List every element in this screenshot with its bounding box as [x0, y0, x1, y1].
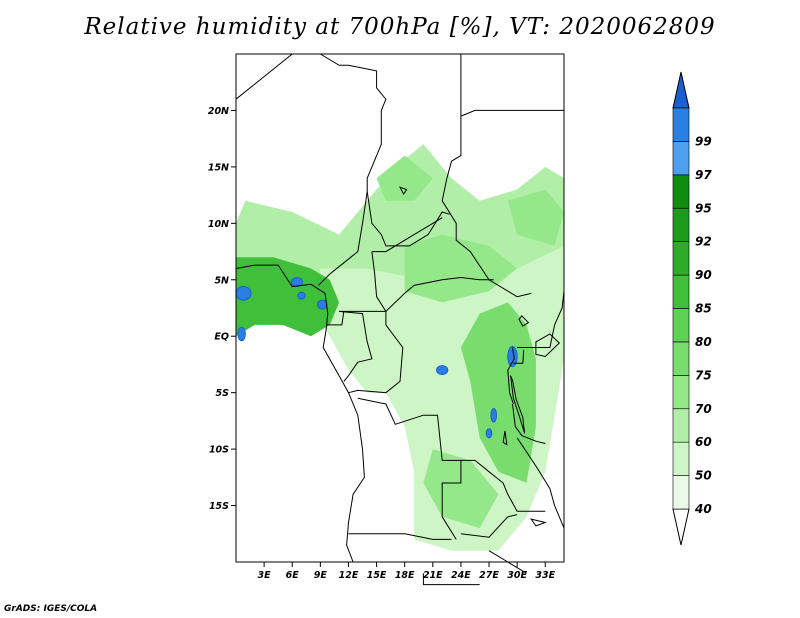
- colorbar-max-triangle: [672, 71, 690, 109]
- country-border: [507, 347, 515, 405]
- colorbar-segment: [672, 174, 690, 209]
- lat-tick-label: 5S: [216, 388, 230, 399]
- country-border: [513, 349, 525, 364]
- colorbar-label: 99: [695, 134, 712, 148]
- country-border: [516, 437, 565, 529]
- colorbar-label: 85: [695, 302, 712, 316]
- lon-axis: 3E 6E 9E 12E 15E 18E 21E 24E 27E 30E 33E: [258, 562, 556, 581]
- country-border: [371, 217, 443, 253]
- country-border: [348, 311, 404, 394]
- lat-tick-label: 10N: [208, 219, 229, 230]
- colorbar-label: 40: [694, 502, 712, 516]
- country-border: [366, 191, 450, 247]
- colorbar-segment: [672, 274, 690, 309]
- colorbar-label: 80: [695, 335, 712, 349]
- humidity-regions: [236, 144, 564, 551]
- colorbar-label: 90: [695, 268, 712, 282]
- wet-spot: [485, 428, 493, 439]
- lat-tick-label: 20N: [208, 106, 229, 117]
- lon-tick-label: 21E: [423, 570, 443, 581]
- lon-tick-label: 27E: [479, 570, 499, 581]
- country-border: [460, 459, 546, 512]
- wet-spot: [235, 286, 252, 301]
- country-border: [422, 573, 480, 586]
- map-frame: [235, 53, 565, 563]
- lon-tick-label: 18E: [395, 570, 415, 581]
- wet-spot: [490, 407, 498, 423]
- colorbar-segment: [672, 408, 690, 443]
- colorbar-segment: [672, 441, 690, 476]
- lon-tick-label: 9E: [314, 570, 328, 581]
- country-border: [235, 53, 293, 100]
- lake-outline: [518, 315, 530, 327]
- colorbar-label: 92: [695, 235, 712, 249]
- wet-spots: [235, 277, 518, 439]
- lon-tick-label: 15E: [367, 570, 387, 581]
- lat-tick-label: EQ: [214, 332, 229, 343]
- lon-tick-label: 3E: [258, 570, 272, 581]
- wet-spot: [507, 345, 518, 368]
- credit-label: GrADS: IGES/COLA: [4, 604, 98, 614]
- lat-tick-label: 15S: [209, 501, 229, 512]
- country-border: [512, 403, 546, 444]
- lake-outline: [502, 430, 508, 446]
- country-border: [348, 533, 452, 540]
- lon-tick-label: 6E: [286, 570, 300, 581]
- lake-outline: [530, 518, 548, 527]
- lake-outline: [535, 333, 561, 358]
- colorbar-min-triangle: [672, 508, 690, 546]
- country-border: [357, 397, 462, 540]
- colorbar-label: 95: [695, 201, 712, 215]
- wet-spot: [290, 277, 304, 288]
- lat-tick-label: 10S: [209, 445, 229, 456]
- lake-outline: [510, 375, 526, 434]
- chart-title: Relative humidity at 700hPa [%], VT: 202…: [84, 14, 716, 40]
- wet-spot: [436, 365, 449, 376]
- boundaries: [235, 53, 565, 586]
- humidity-region-chad-south: [376, 155, 433, 201]
- colorbar-segment: [672, 207, 690, 242]
- lat-tick-label: 5N: [214, 275, 229, 286]
- lon-tick-label: 30E: [507, 570, 527, 581]
- colorbar-segment: [672, 107, 690, 142]
- country-border: [339, 310, 373, 382]
- colorbar-label: 60: [695, 435, 712, 449]
- colorbar-segment: [672, 341, 690, 376]
- country-border: [460, 514, 518, 538]
- lake-outline: [398, 186, 408, 195]
- colorbar-label: 70: [695, 402, 712, 416]
- coastline: [235, 264, 365, 563]
- colorbar-segment: [672, 141, 690, 176]
- wet-spot: [317, 299, 328, 310]
- country-border: [326, 311, 345, 326]
- lon-tick-label: 24E: [451, 570, 471, 581]
- colorbar-segment: [672, 475, 690, 510]
- colorbar-legend: 40 50 60 70 75 80 85 90 92 95 97 99: [672, 71, 712, 546]
- colorbar-label: 75: [695, 368, 712, 382]
- country-border: [517, 291, 565, 348]
- lat-axis: 20N 15N 10N 5N EQ 5S 10S 15S: [208, 106, 236, 512]
- country-border: [318, 53, 387, 286]
- colorbar-segment: [672, 308, 690, 343]
- lon-tick-label: 12E: [339, 570, 359, 581]
- colorbar-segment: [672, 241, 690, 276]
- colorbar-label: 50: [695, 469, 712, 483]
- lon-tick-label: 33E: [535, 570, 555, 581]
- wet-spot: [237, 326, 246, 342]
- country-border: [441, 54, 532, 298]
- country-border: [371, 251, 494, 313]
- humidity-region-east-sudan: [507, 189, 564, 246]
- country-border: [460, 109, 564, 117]
- humidity-region-coast-cameroon: [236, 257, 340, 337]
- colorbar-segment: [672, 375, 690, 410]
- colorbar-label: 97: [695, 168, 712, 182]
- lat-tick-label: 15N: [208, 162, 229, 173]
- wet-spot: [297, 291, 306, 300]
- humidity-region-congo-ne: [404, 234, 518, 303]
